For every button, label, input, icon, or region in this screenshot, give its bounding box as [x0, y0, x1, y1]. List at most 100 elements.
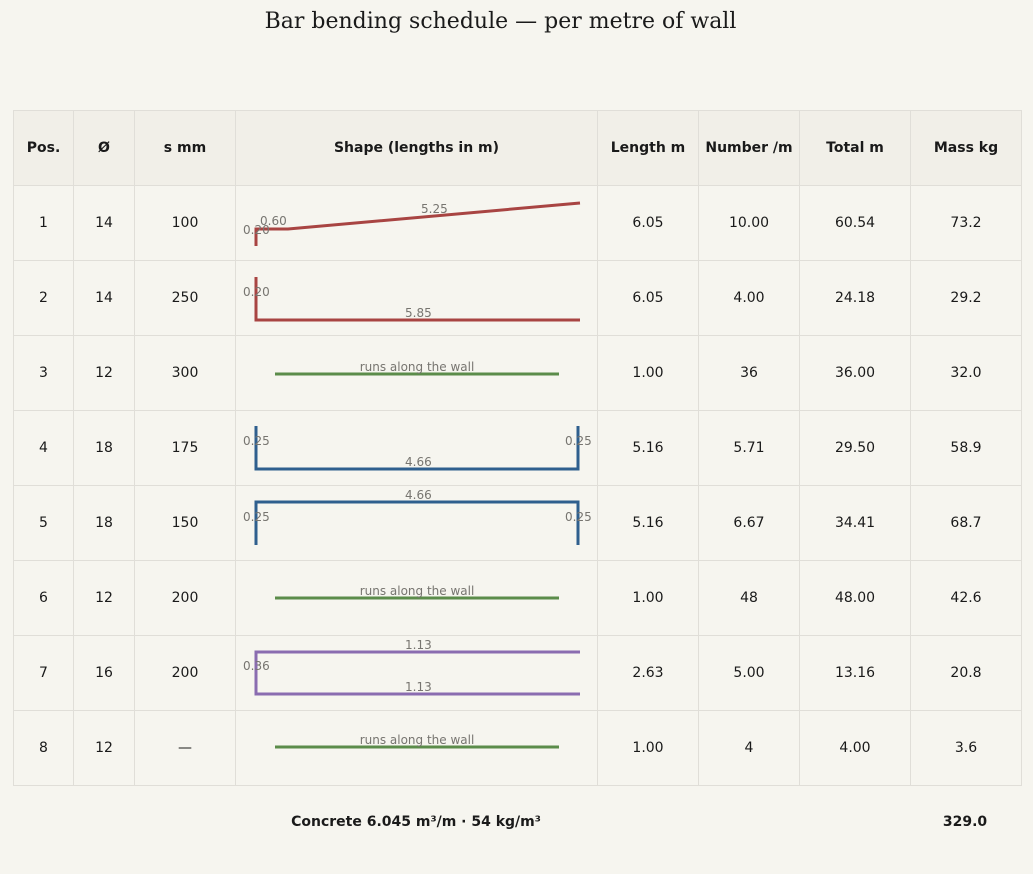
- cell-diameter: 16: [73, 635, 135, 711]
- shape-label: 0.25: [565, 434, 592, 448]
- header-row: Pos. Ø s mm Shape (lengths in m) Length …: [13, 110, 1022, 186]
- cell-total: 29.50: [799, 410, 911, 486]
- cell-spacing: 175: [134, 410, 236, 486]
- shape-label: 0.60: [260, 214, 287, 228]
- cell-diameter: 14: [73, 260, 135, 336]
- table-row: 4 18 175 0.25 0.25 4.66 5.16 5.71 29.50 …: [13, 410, 1022, 486]
- table-row: 7 16 200 1.13 0.36 1.13 2.63 5.00 13.16 …: [13, 635, 1022, 711]
- shape-label: 5.85: [405, 306, 432, 320]
- cell-number: 36: [698, 335, 800, 411]
- total-mass: 329.0: [942, 814, 988, 830]
- shape-label: 0.25: [565, 510, 592, 524]
- cell-shape: 4.66 0.25 0.25: [235, 485, 598, 561]
- cell-number: 6.67: [698, 485, 800, 561]
- cell-pos: 1: [13, 185, 74, 261]
- cell-spacing: 200: [134, 635, 236, 711]
- cell-mass: 73.2: [910, 185, 1022, 261]
- shape-label: 0.20: [243, 285, 270, 299]
- header-pos: Pos.: [13, 110, 74, 186]
- bar-shape-2: 0.20 5.85: [243, 277, 580, 322]
- bar-shape-8: runs along the wall: [275, 733, 559, 749]
- cell-total: 4.00: [799, 710, 911, 786]
- bar-shape-3: runs along the wall: [275, 360, 559, 376]
- header-total: Total m: [799, 110, 911, 186]
- bar-shape-4: 0.25 0.25 4.66: [243, 426, 592, 471]
- page-title: Bar bending schedule — per metre of wall: [264, 9, 737, 34]
- header-number: Number /m: [698, 110, 800, 186]
- cell-mass: 29.2: [910, 260, 1022, 336]
- cell-number: 4: [698, 710, 800, 786]
- cell-length: 5.16: [597, 485, 699, 561]
- cell-spacing: 200: [134, 560, 236, 636]
- bar-shape-6: runs along the wall: [275, 584, 559, 600]
- header-shape: Shape (lengths in m): [235, 110, 598, 186]
- shape-label: 1.13: [405, 680, 432, 694]
- cell-diameter: 12: [73, 710, 135, 786]
- cell-mass: 3.6: [910, 710, 1022, 786]
- cell-spacing: 100: [134, 185, 236, 261]
- cell-length: 1.00: [597, 560, 699, 636]
- cell-total: 36.00: [799, 335, 911, 411]
- table-row: 3 12 300 runs along the wall 1.00 36 36.…: [13, 335, 1022, 411]
- cell-total: 60.54: [799, 185, 911, 261]
- cell-number: 4.00: [698, 260, 800, 336]
- cell-diameter: 18: [73, 410, 135, 486]
- cell-diameter: 18: [73, 485, 135, 561]
- header-diameter: Ø: [73, 110, 135, 186]
- cell-shape: 1.13 0.36 1.13: [235, 635, 598, 711]
- cell-shape: runs along the wall: [235, 560, 598, 636]
- shape-label: 0.25: [243, 434, 270, 448]
- shape-label: runs along the wall: [360, 733, 475, 747]
- shape-label: 0.20: [243, 223, 270, 237]
- table-row: 5 18 150 4.66 0.25 0.25 5.16 6.67 34.41 …: [13, 485, 1022, 561]
- header-mass: Mass kg: [910, 110, 1022, 186]
- shape-label: 0.25: [243, 510, 270, 524]
- cell-length: 1.00: [597, 710, 699, 786]
- concrete-summary: Concrete 6.045 m³/m · 54 kg/m³: [291, 814, 541, 830]
- shape-label: 4.66: [405, 455, 432, 469]
- cell-spacing: 300: [134, 335, 236, 411]
- cell-total: 24.18: [799, 260, 911, 336]
- table-row: 2 14 250 0.20 5.85 6.05 4.00 24.18 29.2: [13, 260, 1022, 336]
- bar-schedule-table: Pos. Ø s mm Shape (lengths in m) Length …: [13, 110, 1022, 786]
- cell-number: 5.00: [698, 635, 800, 711]
- cell-mass: 32.0: [910, 335, 1022, 411]
- cell-number: 48: [698, 560, 800, 636]
- table-row: 6 12 200 runs along the wall 1.00 48 48.…: [13, 560, 1022, 636]
- cell-diameter: 12: [73, 335, 135, 411]
- table-row: 8 12 — runs along the wall 1.00 4 4.00 3…: [13, 710, 1022, 786]
- cell-pos: 4: [13, 410, 74, 486]
- cell-shape: 0.20 5.85: [235, 260, 598, 336]
- header-spacing: s mm: [134, 110, 236, 186]
- cell-mass: 20.8: [910, 635, 1022, 711]
- shape-label: runs along the wall: [360, 360, 475, 374]
- cell-shape: runs along the wall: [235, 335, 598, 411]
- cell-shape: runs along the wall: [235, 710, 598, 786]
- bar-shape-7: 1.13 0.36 1.13: [243, 638, 580, 696]
- cell-length: 2.63: [597, 635, 699, 711]
- cell-diameter: 12: [73, 560, 135, 636]
- cell-pos: 3: [13, 335, 74, 411]
- cell-spacing: 250: [134, 260, 236, 336]
- cell-total: 34.41: [799, 485, 911, 561]
- shape-label: 1.13: [405, 638, 432, 652]
- cell-length: 1.00: [597, 335, 699, 411]
- cell-spacing: —: [134, 710, 236, 786]
- bar-shape-1: 0.20 0.60 5.25: [243, 201, 581, 246]
- header-length: Length m: [597, 110, 699, 186]
- cell-mass: 68.7: [910, 485, 1022, 561]
- cell-total: 48.00: [799, 560, 911, 636]
- cell-spacing: 150: [134, 485, 236, 561]
- shape-label: 5.25: [421, 202, 448, 216]
- cell-shape: 0.20 0.60 5.25: [235, 185, 598, 261]
- cell-shape: 0.25 0.25 4.66: [235, 410, 598, 486]
- cell-length: 6.05: [597, 185, 699, 261]
- cell-number: 5.71: [698, 410, 800, 486]
- cell-diameter: 14: [73, 185, 135, 261]
- cell-length: 5.16: [597, 410, 699, 486]
- cell-pos: 2: [13, 260, 74, 336]
- cell-pos: 6: [13, 560, 74, 636]
- shape-label: 0.36: [243, 659, 270, 673]
- shape-label: runs along the wall: [360, 584, 475, 598]
- table-row: 1 14 100 0.20 0.60 5.25 6.05 10.00 60.54…: [13, 185, 1022, 261]
